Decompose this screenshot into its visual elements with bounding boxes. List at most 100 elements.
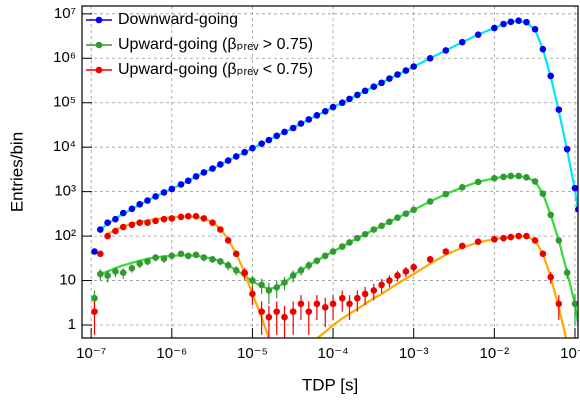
data-point xyxy=(515,232,522,240)
data-point xyxy=(305,262,313,269)
grid xyxy=(82,6,578,338)
data-point xyxy=(217,161,224,168)
data-point xyxy=(474,238,482,245)
data-point xyxy=(273,284,281,291)
data-point xyxy=(91,248,98,255)
y-tick-label: 10 xyxy=(59,272,76,289)
data-point xyxy=(289,272,297,279)
legend-label: Upward-going (βₚᵣₑᵥ < 0.75) xyxy=(118,61,313,78)
data-point xyxy=(394,272,401,279)
data-point xyxy=(354,91,361,99)
y-tick-label: 10² xyxy=(54,227,76,244)
data-point xyxy=(281,128,288,136)
data-point xyxy=(321,304,329,311)
data-point xyxy=(184,212,192,220)
data-point xyxy=(168,252,176,260)
data-point xyxy=(386,277,393,284)
data-point xyxy=(523,18,530,26)
data-point xyxy=(91,308,98,315)
data-point xyxy=(297,267,305,274)
data-point xyxy=(258,308,265,315)
legend: Downward-going Upward-going (βₚᵣₑᵥ > 0.75… xyxy=(86,11,313,78)
data-point xyxy=(249,290,256,298)
data-point xyxy=(97,270,104,278)
data-point xyxy=(386,75,393,82)
data-point xyxy=(112,227,119,235)
data-point xyxy=(136,200,144,208)
data-point xyxy=(192,251,200,259)
legend-label: Upward-going (βₚᵣₑᵥ > 0.75) xyxy=(118,36,313,53)
data-point xyxy=(168,215,176,222)
data-point xyxy=(329,103,337,111)
y-tick-label: 10⁶ xyxy=(53,49,76,66)
data-point xyxy=(426,54,434,62)
data-point xyxy=(394,214,401,221)
data-point xyxy=(273,132,281,140)
data-point xyxy=(273,308,281,315)
data-point xyxy=(555,300,563,308)
data-point xyxy=(232,153,240,160)
data-point xyxy=(410,263,418,271)
data-point xyxy=(386,218,393,226)
legend-label: Downward-going xyxy=(118,11,238,28)
data-point xyxy=(329,300,337,308)
data-point xyxy=(523,232,530,240)
data-point xyxy=(547,211,555,219)
data-point xyxy=(361,290,369,298)
y-tick-label: 1 xyxy=(68,316,76,333)
data-point xyxy=(128,264,136,272)
data-point xyxy=(281,313,288,321)
data-point xyxy=(313,300,321,308)
x-axis-label: TDP [s] xyxy=(302,375,358,394)
data-point xyxy=(539,45,547,53)
data-point xyxy=(321,252,329,260)
data-point xyxy=(442,47,450,54)
data-point xyxy=(507,172,515,180)
legend-marker xyxy=(95,66,103,74)
data-point xyxy=(152,217,159,225)
data-point xyxy=(361,87,369,95)
data-point xyxy=(192,212,200,220)
data-point xyxy=(523,174,530,181)
y-tick-label: 10³ xyxy=(54,183,76,200)
data-point xyxy=(370,226,378,233)
data-point xyxy=(539,250,547,258)
data-point xyxy=(346,300,353,308)
data-point xyxy=(575,206,578,213)
data-point xyxy=(410,63,418,70)
data-point xyxy=(119,209,127,217)
data-point xyxy=(571,184,578,192)
data-point xyxy=(168,185,176,193)
data-point xyxy=(177,181,185,188)
data-point xyxy=(338,243,346,250)
data-point xyxy=(289,308,297,315)
data-point xyxy=(160,189,168,196)
data-point xyxy=(547,273,555,281)
data-point xyxy=(346,239,353,246)
y-axis-label: Entries/bin xyxy=(7,132,26,212)
data-point xyxy=(402,67,410,74)
data-point xyxy=(224,237,232,244)
data-point xyxy=(192,173,200,180)
data-point xyxy=(217,258,224,265)
data-point xyxy=(224,262,232,269)
data-point xyxy=(160,255,168,263)
data-point xyxy=(458,184,466,191)
data-point xyxy=(378,79,385,87)
data-point xyxy=(297,120,305,127)
legend-marker xyxy=(95,41,103,49)
data-point xyxy=(571,300,578,308)
data-point xyxy=(249,277,256,284)
data-point xyxy=(217,226,224,233)
data-point xyxy=(281,279,288,286)
x-tick-label: 10⁻¹ xyxy=(560,345,580,362)
y-tick-label: 10⁴ xyxy=(53,138,76,155)
data-point xyxy=(500,234,507,242)
data-point xyxy=(265,136,273,144)
data-point xyxy=(209,219,216,227)
data-point xyxy=(144,219,151,227)
data-point xyxy=(265,313,273,321)
x-tick-label: 10⁻⁴ xyxy=(318,345,349,362)
data-point xyxy=(338,99,346,107)
